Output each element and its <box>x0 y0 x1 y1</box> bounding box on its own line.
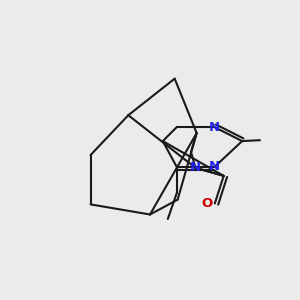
Text: N: N <box>209 121 220 134</box>
Text: N: N <box>209 160 220 173</box>
Text: O: O <box>202 197 213 210</box>
Text: N: N <box>190 161 201 174</box>
